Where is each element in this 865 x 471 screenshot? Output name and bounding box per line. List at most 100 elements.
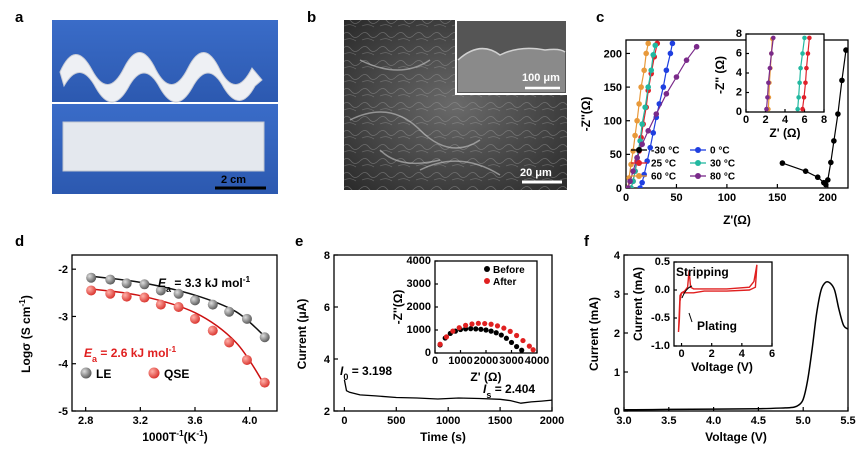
e-frame: [333, 254, 553, 412]
panel-d: d 2.8 3.2 3.6 4.0 -2 -3 -4 -5 1000T-1(K-1) Logσ (…: [15, 233, 278, 444]
f-inset-ytick-label: -0.5: [651, 312, 670, 324]
c-inset-xtick-label: 4: [782, 114, 789, 126]
scale-text-a: 2 cm: [221, 174, 246, 186]
c-point: [639, 179, 645, 186]
c-point: [843, 47, 848, 53]
c-point: [643, 50, 649, 57]
c-ylabel: -Z''(Ω): [579, 97, 593, 132]
f-xtick-label: 5.0: [796, 415, 811, 427]
c-point: [823, 181, 829, 188]
c-inset-point: [800, 106, 805, 112]
d-ytick-label: -4: [58, 359, 69, 371]
e-inset-point-after: [530, 347, 536, 353]
f-xtick-label: 4.0: [706, 415, 721, 427]
scale-text-b: 20 μm: [520, 167, 552, 179]
e-inset-ytick-label: 0: [425, 347, 431, 359]
c-legend-label: 80 °C: [710, 172, 735, 183]
d-point-le: [155, 285, 166, 296]
c-point: [802, 168, 809, 174]
c-point: [650, 130, 657, 136]
f-ytick-label: 2: [614, 328, 620, 340]
c-inset-point: [797, 80, 802, 86]
c-inset-point: [807, 35, 812, 41]
e-inset-xtick-label: 0: [432, 355, 438, 367]
e-legend-marker-before: [484, 266, 490, 272]
e-ylabel: Current (μA): [295, 299, 309, 370]
c-point: [669, 40, 676, 47]
f-stripping-label: Stripping: [676, 265, 729, 279]
c-legend-label: 60 °C: [651, 172, 676, 183]
d-xtick-label: 3.6: [187, 415, 202, 427]
d-point-le: [190, 295, 200, 306]
f-xtick-label: 3.0: [616, 415, 631, 427]
flat-film: [62, 121, 265, 172]
f-arrow-plating: [688, 312, 693, 323]
c-ytick-label: 150: [604, 82, 622, 94]
f-inset-xtick-label: 0: [678, 348, 684, 360]
c-xlabel: Z'(Ω): [723, 213, 751, 227]
d-xtick-label: 3.2: [133, 415, 148, 427]
d-point-qse: [241, 354, 252, 365]
c-point: [645, 40, 651, 47]
c-inset-xtick-label: 2: [762, 114, 768, 126]
c-ytick-label: 100: [604, 116, 622, 128]
d-point-le: [86, 272, 97, 283]
e-inset-ytick-label: 4000: [407, 255, 431, 267]
f-inset-ytick-label: 0.5: [655, 256, 670, 268]
e-inset-point-after: [494, 323, 501, 329]
e-is-label: Is = 2.404: [483, 382, 535, 400]
c-legend-marker: [636, 160, 642, 166]
e-inset-xtick-label: 2000: [474, 355, 498, 367]
c-inset-point: [800, 51, 805, 56]
c-legend-marker: [636, 173, 642, 179]
c-point: [650, 52, 657, 58]
d-point-le: [224, 306, 235, 317]
f-inset-xlabel: Voltage (V): [691, 360, 753, 374]
f-ytick-label: 3: [614, 289, 620, 301]
c-point: [828, 159, 834, 166]
c-legend-marker: [695, 160, 701, 166]
e-inset-point-before: [478, 326, 484, 332]
c-point: [648, 67, 655, 74]
c-point: [634, 154, 640, 161]
c-inset-point: [804, 65, 809, 71]
d-point-qse: [173, 302, 184, 312]
d-point-qse: [121, 291, 132, 302]
panel-e: e 0 500 1000 1500 2000 2 4 6 8 Time (s) Current (μ…: [295, 233, 564, 444]
e-ytick-label: 4: [324, 354, 331, 366]
c-point: [814, 174, 821, 181]
c-inset-ytick-label: 8: [736, 28, 742, 40]
c-inset-point: [801, 95, 807, 100]
e-inset-point-after: [475, 320, 481, 326]
d-point-qse: [259, 377, 270, 388]
e-xtick-label: 500: [387, 415, 405, 427]
c-point: [825, 177, 831, 183]
e-inset-ytick-label: 1000: [407, 324, 431, 336]
c-point: [626, 185, 631, 188]
f-inset-cv-line: [677, 264, 758, 333]
d-ytick-label: -3: [58, 311, 68, 323]
d-point-qse: [86, 285, 97, 296]
f-ytick-label: 1: [614, 367, 620, 379]
e-inset-point-after: [482, 320, 488, 327]
panel-label-e: e: [295, 233, 303, 250]
d-xlabel: 1000T-1(K-1): [142, 428, 208, 444]
d-xtick-label: 4.0: [242, 415, 257, 427]
f-ytick-label: 0: [614, 406, 620, 418]
e-xtick-label: 1500: [488, 415, 512, 427]
e-inset-ytick-label: 3000: [407, 278, 431, 290]
f-xtick-label: 4.5: [751, 415, 766, 427]
e-inset-bg: [435, 261, 537, 353]
e-ytick-label: 6: [324, 302, 330, 314]
e-i0-label: I0 = 3.198: [340, 364, 392, 382]
e-inset-point-before: [488, 328, 494, 334]
e-inset-point-after: [469, 321, 475, 327]
f-xtick-label: 3.5: [661, 415, 676, 427]
e-inset-point-after: [526, 343, 532, 349]
d-point-qse: [224, 337, 235, 348]
c-xtick-label: 150: [768, 192, 786, 204]
c-point: [639, 141, 645, 148]
sem-fibers: [349, 59, 501, 176]
panel-label-a: a: [15, 9, 24, 26]
c-point: [693, 43, 700, 50]
